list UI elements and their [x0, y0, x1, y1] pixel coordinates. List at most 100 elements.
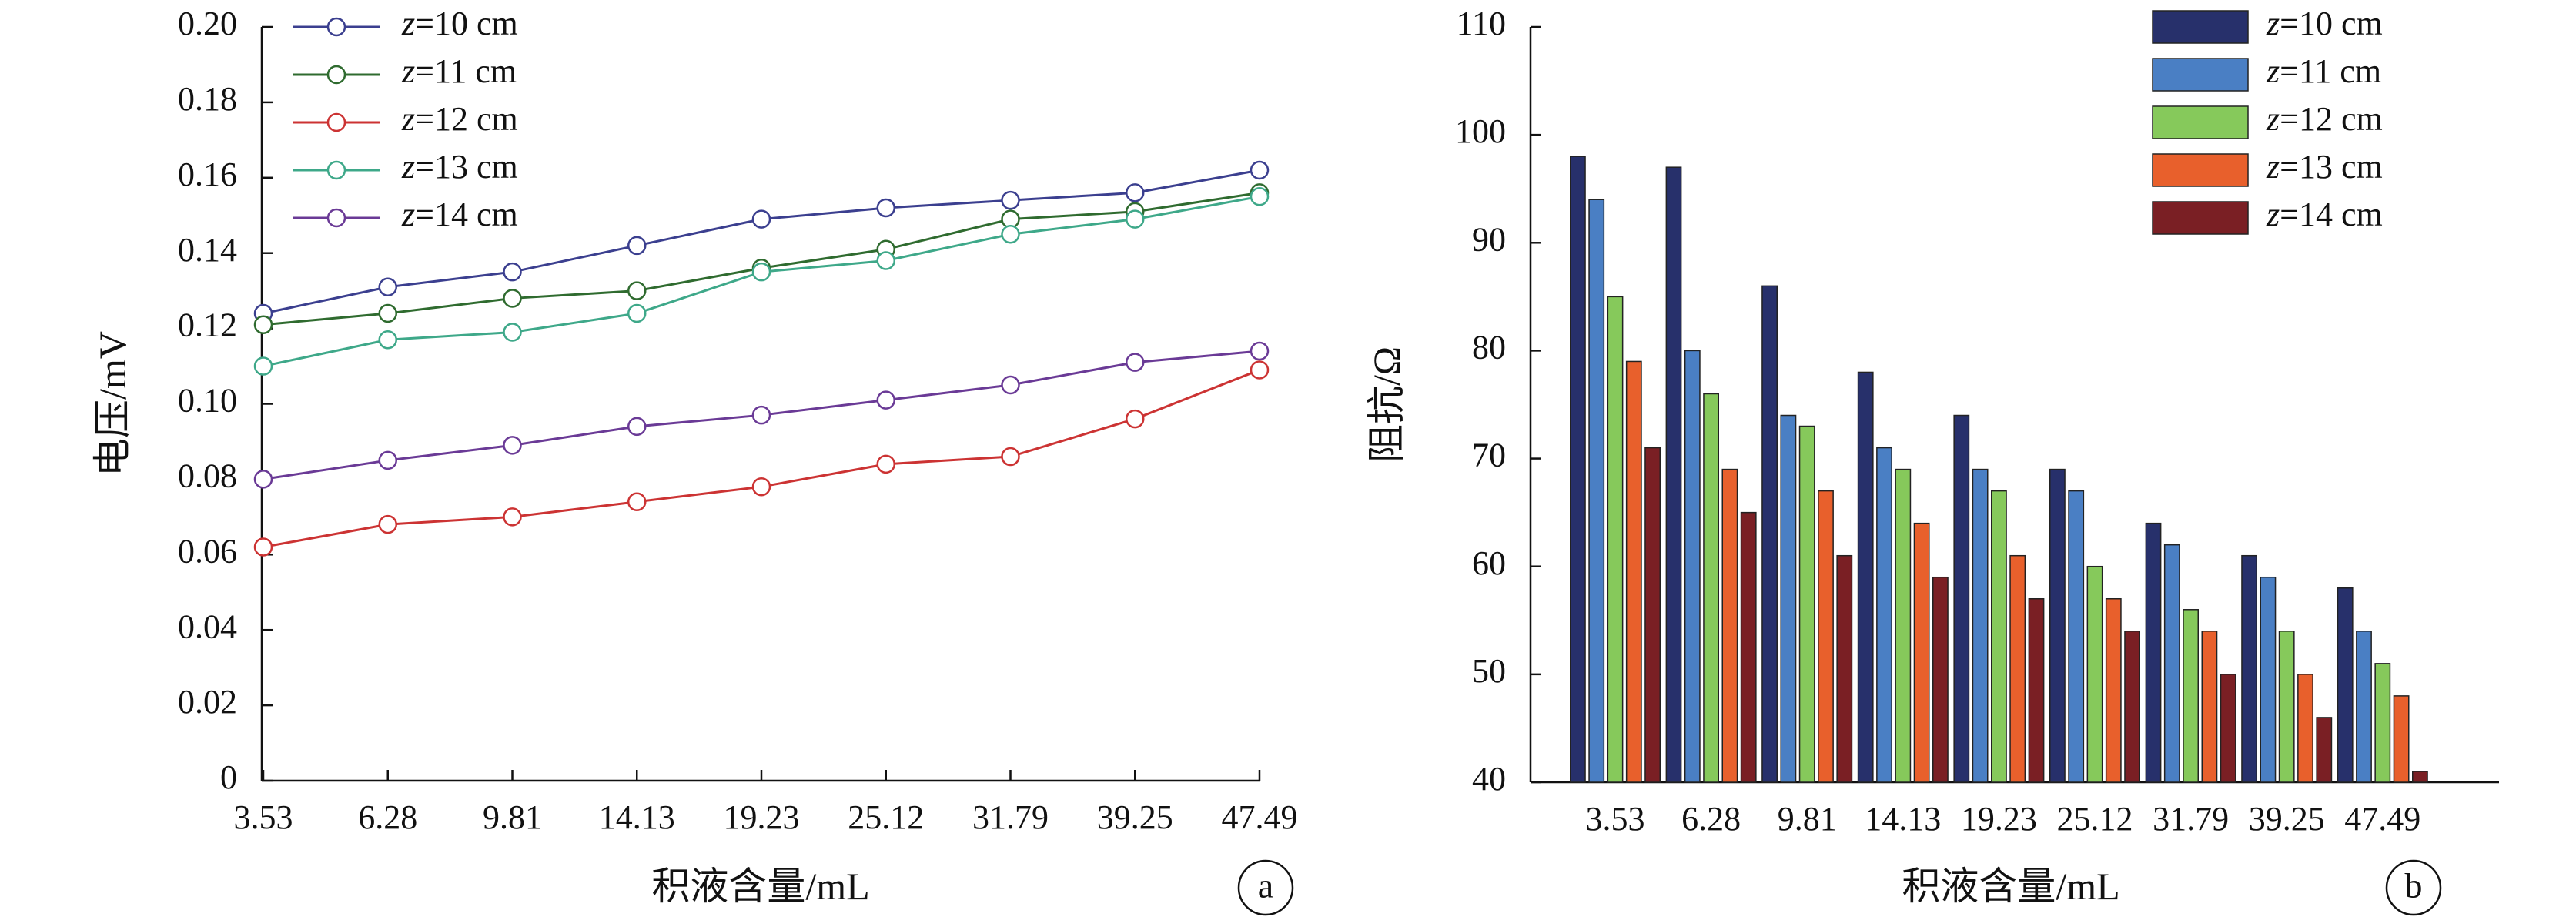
panel-label-a: a	[1237, 859, 1294, 916]
data-point	[253, 537, 273, 557]
y-tick-label: 0.06	[178, 532, 237, 570]
legend-marker	[326, 17, 346, 37]
bar	[2049, 468, 2066, 783]
legend-marker	[326, 65, 346, 85]
bar	[1818, 490, 1834, 783]
bar	[1932, 576, 1949, 783]
legend-item: z=10 cm	[293, 5, 518, 42]
bar	[2145, 522, 2162, 783]
legend-item: z=14 cm	[2152, 196, 2383, 235]
legend-item: z=12 cm	[2152, 100, 2383, 139]
y-tick-label: 0.16	[178, 156, 237, 193]
legend-label: z=12 cm	[2266, 100, 2383, 138]
y-tick-label: 70	[1472, 437, 1506, 474]
data-point	[503, 436, 522, 455]
data-point	[627, 417, 647, 437]
data-point	[503, 507, 522, 527]
data-point	[378, 330, 397, 350]
y-tick-label: 0.18	[178, 80, 237, 118]
y-tick-label: 0.20	[178, 5, 237, 42]
bar	[1588, 199, 1605, 783]
bar	[1625, 360, 1642, 783]
data-point	[876, 251, 895, 270]
data-point	[1250, 341, 1270, 361]
legend: z=10 cmz=11 cmz=12 cmz=13 cmz=14 cm	[2152, 5, 2383, 235]
data-point	[1001, 447, 1020, 467]
series-13cm	[253, 187, 1270, 376]
bar	[2163, 544, 2180, 783]
bar	[2124, 631, 2140, 783]
y-tick-label: 110	[1457, 5, 1506, 42]
x-tick-label: 3.53	[234, 798, 293, 836]
x-tick-label: 6.28	[358, 798, 417, 836]
bar	[1607, 296, 1624, 783]
legend-swatch	[2152, 105, 2249, 139]
series-line	[263, 169, 1260, 315]
bar	[1836, 554, 1853, 783]
data-point	[378, 450, 397, 470]
data-point	[1126, 409, 1145, 429]
data-point	[627, 303, 647, 323]
y-tick-label: 100	[1455, 112, 1506, 150]
data-point	[503, 323, 522, 342]
legend-item: z=14 cm	[293, 196, 518, 233]
data-point	[378, 303, 397, 323]
bar	[1857, 371, 1874, 783]
legend-label-var: z	[401, 148, 415, 186]
bar	[1721, 468, 1738, 783]
bar	[1991, 490, 2007, 783]
legend-label: z=14 cm	[2266, 196, 2383, 233]
impedance-bar-chart: 40 50 60 70 80 90 100 110 3.53 6.28 9.81 14.13 19.23…	[1365, 5, 2499, 916]
x-tick-label: 19.23	[1961, 800, 2037, 838]
bar	[2068, 490, 2085, 783]
data-point	[378, 514, 397, 534]
legend-item: z=11 cm	[2152, 52, 2381, 92]
y-tick-label: 0	[220, 758, 237, 796]
y-tick-label: 0.02	[178, 683, 237, 721]
data-point	[378, 277, 397, 297]
bar	[1665, 166, 1682, 783]
y-axis-label: 电压/mV	[91, 331, 134, 477]
bar	[2297, 674, 2313, 783]
legend-marker	[326, 112, 346, 132]
y-tick-label: 90	[1472, 220, 1506, 258]
x-tick-label: 25.12	[2057, 800, 2133, 838]
bar	[2028, 598, 2045, 783]
data-point	[1250, 160, 1270, 180]
x-tick-label: 39.25	[2249, 800, 2325, 838]
legend-swatch	[2152, 201, 2249, 235]
legend-swatch	[2152, 58, 2249, 92]
legend-label-suffix: =10 cm	[415, 5, 518, 42]
data-point	[1001, 224, 1020, 244]
x-tick-label: 9.81	[483, 798, 542, 836]
legend-label-suffix: =11 cm	[2280, 52, 2381, 90]
data-point	[1250, 360, 1270, 380]
legend-label-var: z	[2266, 148, 2280, 186]
x-tick-label: 14.13	[599, 798, 675, 836]
series-12cm	[253, 360, 1270, 557]
legend-label: z=12 cm	[401, 100, 518, 138]
legend-swatch	[2152, 153, 2249, 187]
bar	[1780, 414, 1797, 783]
legend-label-var: z	[2266, 196, 2280, 233]
legend-label: z=13 cm	[2266, 148, 2383, 186]
series-10cm	[253, 160, 1270, 323]
panel-label-text: b	[2405, 866, 2423, 905]
y-tick-label: 40	[1472, 760, 1506, 798]
bar	[2241, 554, 2257, 783]
legend-label-suffix: =12 cm	[415, 100, 518, 138]
data-point	[876, 390, 895, 410]
data-point	[751, 209, 771, 229]
bar	[2201, 631, 2218, 783]
y-tick-label: 0.12	[178, 306, 237, 344]
legend-label-var: z	[2266, 5, 2280, 42]
data-point	[253, 470, 273, 489]
bar	[1740, 511, 1757, 783]
data-point	[627, 236, 647, 256]
data-point	[1001, 375, 1020, 395]
data-point	[751, 262, 771, 282]
panel-label-circle	[2385, 859, 2442, 916]
bar	[2183, 609, 2199, 783]
bar	[2009, 554, 2026, 783]
data-point	[751, 477, 771, 497]
